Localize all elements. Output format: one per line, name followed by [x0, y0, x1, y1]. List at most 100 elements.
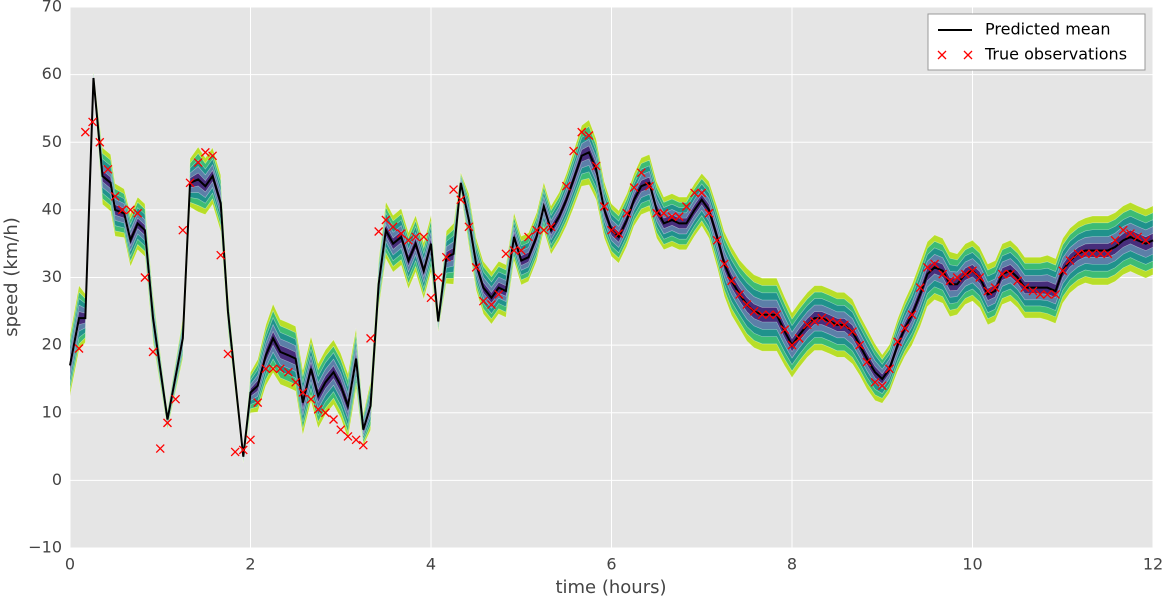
observation-marker: [1080, 249, 1090, 259]
observation-marker: [103, 164, 113, 174]
observation-marker: [832, 318, 842, 328]
observation-marker: [968, 266, 977, 276]
observation-marker: [1125, 229, 1135, 239]
observation-marker: [532, 225, 542, 235]
observation-marker: [749, 306, 759, 316]
x-tick-label: 6: [606, 555, 616, 574]
observation-marker: [1088, 249, 1097, 259]
observation-marker: [825, 316, 835, 326]
x-tick-label: 0: [65, 555, 75, 574]
observation-marker: [117, 205, 127, 215]
observation-marker: [629, 183, 639, 193]
observation-marker: [88, 117, 98, 127]
observation-marker: [320, 408, 330, 418]
x-tick-label: 4: [426, 555, 436, 574]
observation-marker: [313, 404, 323, 414]
observation-marker: [1133, 232, 1143, 242]
observation-marker: [855, 340, 865, 350]
observation-marker: [862, 357, 872, 367]
observation-marker: [757, 310, 767, 320]
observation-marker: [171, 394, 181, 404]
observation-marker: [230, 447, 240, 457]
observation-marker: [1042, 289, 1052, 299]
observation-marker: [742, 300, 752, 310]
observation-marker: [983, 286, 993, 296]
y-tick-label: 0: [52, 470, 62, 489]
observation-marker: [652, 208, 662, 218]
observation-marker: [569, 146, 579, 156]
observation-marker: [893, 337, 903, 347]
legend-swatch: [937, 50, 947, 60]
observation-marker: [95, 137, 105, 147]
observation-marker: [478, 296, 488, 306]
observation-marker: [735, 289, 745, 299]
observation-marker: [584, 131, 594, 140]
observation-marker: [644, 181, 654, 191]
observation-marker: [922, 262, 932, 272]
observation-marker: [997, 269, 1007, 279]
observation-marker: [471, 262, 481, 272]
observation-marker: [246, 435, 255, 445]
observation-marker: [208, 151, 218, 161]
x-tick-label: 12: [1143, 555, 1163, 574]
observation-marker: [719, 259, 729, 269]
observation-marker: [712, 235, 722, 245]
observation-marker: [870, 377, 880, 387]
observation-marker: [1028, 286, 1038, 296]
observation-marker: [306, 394, 316, 404]
observation-marker: [622, 208, 632, 218]
observation-marker: [388, 222, 398, 232]
observation-marker: [381, 215, 391, 225]
observation-marker: [464, 222, 474, 232]
observation-marker: [449, 185, 459, 195]
observation-marker: [329, 415, 338, 424]
observation-marker: [1141, 235, 1151, 245]
observation-marker: [690, 188, 699, 198]
observation-marker: [351, 435, 361, 445]
observation-marker: [681, 202, 691, 211]
observation-marker: [487, 300, 496, 310]
observation-marker: [268, 364, 278, 374]
observation-marker: [848, 327, 857, 337]
observation-marker: [200, 147, 210, 157]
observation-marker: [900, 323, 910, 333]
observation-marker: [403, 235, 413, 245]
observation-marker: [975, 273, 985, 282]
observation-marker: [839, 320, 849, 330]
observation-marker: [1058, 266, 1068, 276]
observation-marker: [1013, 276, 1023, 286]
observation-marker: [810, 316, 820, 326]
observation-marker: [366, 333, 375, 343]
observation-marker: [907, 310, 917, 320]
observation-marker: [780, 325, 790, 335]
observation-marker: [960, 269, 970, 279]
observation-marker: [110, 191, 120, 201]
observation-marker: [343, 431, 353, 441]
observation-marker: [140, 273, 150, 282]
observation-marker: [952, 273, 962, 282]
observation-marker: [238, 445, 248, 455]
y-tick-label: 60: [42, 64, 62, 83]
y-tick-label: 50: [42, 132, 62, 151]
observation-marker: [945, 276, 955, 286]
observation-marker: [704, 208, 714, 218]
observation-marker: [261, 364, 271, 374]
observation-marker: [163, 418, 172, 428]
legend-label: True observations: [984, 45, 1127, 64]
observation-marker: [178, 225, 188, 235]
observation-marker: [772, 310, 782, 320]
x-tick-label: 10: [962, 555, 982, 574]
observation-marker: [546, 222, 556, 232]
observation-marker: [193, 158, 203, 167]
observation-marker: [336, 425, 346, 435]
observation-marker: [577, 127, 587, 137]
observation-marker: [133, 208, 143, 218]
observation-marker: [990, 283, 1000, 293]
observation-marker: [426, 293, 436, 303]
observation-marker: [126, 205, 135, 215]
observation-marker: [494, 289, 504, 299]
observation-marker: [697, 188, 707, 198]
observation-marker: [298, 388, 308, 397]
observation-marker: [1035, 289, 1045, 299]
